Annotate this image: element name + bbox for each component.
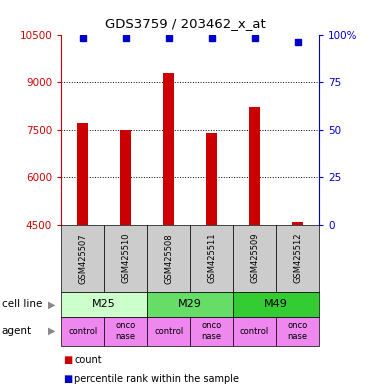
Text: GSM425510: GSM425510 bbox=[121, 233, 130, 283]
Text: onco
nase: onco nase bbox=[201, 321, 222, 341]
Text: agent: agent bbox=[2, 326, 32, 336]
Bar bbox=[120, 130, 131, 225]
Bar bbox=[77, 123, 88, 225]
Bar bbox=[249, 108, 260, 225]
Text: GSM425512: GSM425512 bbox=[293, 233, 302, 283]
Text: ■: ■ bbox=[63, 355, 72, 365]
Text: onco
nase: onco nase bbox=[115, 321, 136, 341]
Text: control: control bbox=[154, 327, 183, 336]
Text: percentile rank within the sample: percentile rank within the sample bbox=[74, 374, 239, 384]
Bar bbox=[206, 133, 217, 225]
Text: GSM425507: GSM425507 bbox=[78, 233, 87, 283]
Text: M29: M29 bbox=[178, 299, 202, 310]
Text: GSM425509: GSM425509 bbox=[250, 233, 259, 283]
Text: count: count bbox=[74, 355, 102, 365]
Text: ▶: ▶ bbox=[48, 326, 56, 336]
Text: ■: ■ bbox=[63, 374, 72, 384]
Text: ▶: ▶ bbox=[48, 299, 56, 310]
Text: GSM425508: GSM425508 bbox=[164, 233, 173, 283]
Text: M25: M25 bbox=[92, 299, 116, 310]
Text: control: control bbox=[68, 327, 97, 336]
Text: GDS3759 / 203462_x_at: GDS3759 / 203462_x_at bbox=[105, 17, 266, 30]
Text: M49: M49 bbox=[264, 299, 288, 310]
Text: control: control bbox=[240, 327, 269, 336]
Text: cell line: cell line bbox=[2, 299, 42, 310]
Bar bbox=[163, 73, 174, 225]
Text: onco
nase: onco nase bbox=[288, 321, 308, 341]
Bar bbox=[292, 222, 303, 225]
Text: GSM425511: GSM425511 bbox=[207, 233, 216, 283]
